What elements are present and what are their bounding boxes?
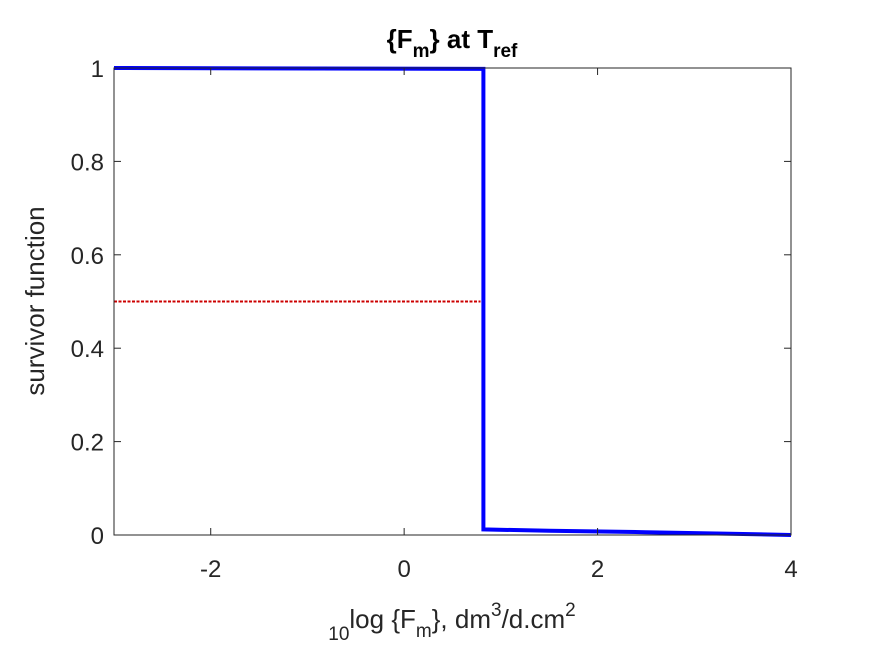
title-part2: } at T: [430, 24, 494, 54]
y-tick-label: 0.4: [71, 336, 104, 363]
title-sub2: ref: [493, 41, 518, 62]
x-tick-label: 2: [591, 556, 604, 583]
x-tick-label: -2: [200, 556, 221, 583]
chart-title: {Fm} at Tref: [387, 24, 518, 62]
xlabel-part3: /d.cm: [502, 604, 566, 634]
xlabel-sup2: 2: [565, 600, 576, 621]
y-axis-label: survivor function: [20, 206, 50, 395]
y-tick-label: 1: [91, 56, 104, 83]
xlabel-part2: }, dm: [432, 604, 491, 634]
x-tick-label: 4: [784, 556, 797, 583]
xlabel-part1: log {F: [349, 604, 416, 634]
axes-box: [113, 67, 792, 536]
y-tick-label: 0.2: [71, 430, 104, 457]
xlabel-sub1: m: [416, 621, 432, 642]
title-sub1: m: [413, 41, 430, 62]
title-part1: {F: [387, 24, 413, 54]
x-tick-label: 0: [397, 556, 410, 583]
xlabel-sup1: 3: [491, 600, 502, 621]
series-layer: [113, 66, 792, 537]
y-tick-label: 0.8: [71, 149, 104, 176]
axes-layer: -2 0 2 4 0 0.2 0.4 0.6 0.8 1: [71, 56, 798, 583]
y-tick-label: 0: [91, 523, 104, 550]
y-tick-label: 0.6: [71, 243, 104, 270]
survivor-curve: [113, 66, 792, 537]
xlabel-pre-sub: 10: [328, 624, 349, 645]
x-axis-label: 10log {Fm}, dm3/d.cm2: [328, 600, 575, 645]
